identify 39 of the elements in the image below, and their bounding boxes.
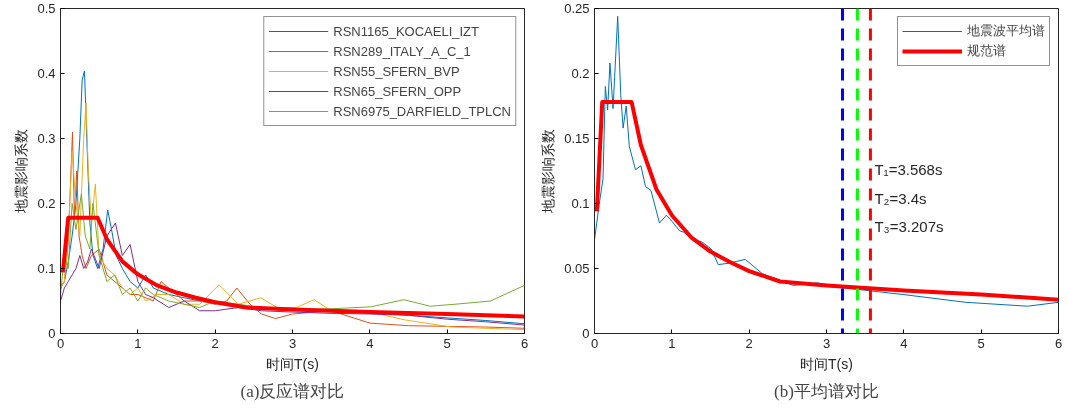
text: (b)平均谱对比 <box>774 381 879 401</box>
x-tick-label: 2 <box>745 335 753 351</box>
x-axis-title: 时间T(s) <box>800 355 853 372</box>
y-axis-title: 地震影响系数 <box>13 129 30 214</box>
x-tick-label: 5 <box>443 335 451 351</box>
legend-label: RSN1165_KOCAELI_IZT <box>333 23 479 39</box>
x-tick-label: 4 <box>366 335 374 351</box>
y-tick-label: 0.25 <box>564 1 590 16</box>
y-tick-label: 0.2 <box>571 66 590 81</box>
legend-label: RSN55_SFERN_BVP <box>333 63 460 79</box>
x-tick-label: 3 <box>822 335 831 351</box>
y-tick-label: 0.1 <box>37 261 56 276</box>
x-axis-title: 时间T(s) <box>266 355 319 372</box>
x-tick-label: 6 <box>1054 335 1063 351</box>
y-tick-label: 0.4 <box>37 66 56 81</box>
x-tick-label: 1 <box>134 335 142 351</box>
legend-label: RSN6975_DARFIELD_TPLCN <box>333 103 511 119</box>
y-axis-title: 地震影响系数 <box>540 129 557 214</box>
y-tick-label: 0.2 <box>37 196 56 211</box>
y-tick-label: 0.1 <box>571 196 590 211</box>
y-tick-label: 0.05 <box>564 261 590 276</box>
legend-label: 规范谱 <box>967 42 1006 60</box>
x-tick-label: 5 <box>977 335 985 351</box>
x-tick-label: 3 <box>288 335 297 351</box>
y-tick-label: 0.5 <box>37 1 56 16</box>
ref-line-label: T₂=3.4s <box>874 189 927 207</box>
ref-line-label: T₁=3.568s <box>874 161 943 179</box>
x-tick-label: 1 <box>668 335 676 351</box>
line-series <box>594 15 1059 307</box>
ref-line-label: T₃=3.207s <box>874 218 944 236</box>
y-tick-label: 0.15 <box>564 131 590 146</box>
x-tick-label: 4 <box>900 335 908 351</box>
legend-label: RSN65_SFERN_OPP <box>333 83 462 99</box>
text: (a)反应谱对比 <box>240 381 345 401</box>
legend-label: RSN289_ITALY_A_C_1 <box>333 43 471 59</box>
y-tick-label: 0.3 <box>37 131 56 146</box>
x-tick-label: 2 <box>211 335 219 351</box>
legend-label: 地震波平均谱 <box>967 22 1045 40</box>
x-tick-label: 6 <box>520 335 529 351</box>
